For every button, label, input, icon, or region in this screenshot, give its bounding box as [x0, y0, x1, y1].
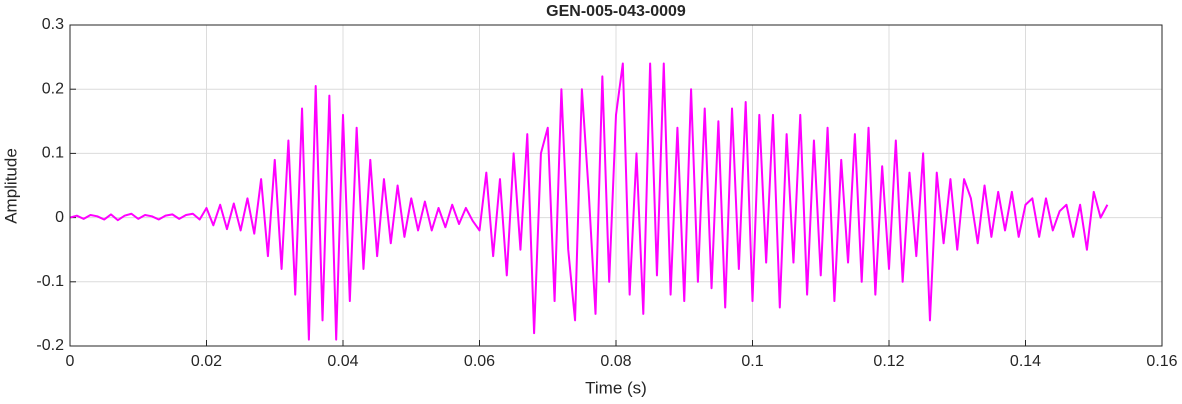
x-tick-label: 0.1 [741, 353, 763, 370]
x-tick-label: 0.14 [1010, 353, 1041, 370]
y-tick-label: 0.3 [42, 16, 64, 33]
x-tick-label: 0.12 [873, 353, 904, 370]
x-tick-label: 0.08 [600, 353, 631, 370]
chart-title: GEN-005-043-0009 [546, 3, 686, 20]
x-tick-label: 0.16 [1146, 353, 1177, 370]
waveform-line [69, 62, 1109, 341]
y-tick-label: -0.1 [36, 273, 64, 290]
y-axis-label: Amplitude [1, 148, 20, 224]
y-tick-label: -0.2 [36, 337, 64, 354]
x-tick-label: 0.04 [327, 353, 358, 370]
y-tick-label: 0.1 [42, 145, 64, 162]
x-axis-label: Time (s) [585, 378, 647, 397]
plot-frame [69, 24, 1163, 347]
x-tick-label: 0 [66, 353, 75, 370]
x-tick-label: 0.02 [191, 353, 222, 370]
x-tick-label: 0.06 [464, 353, 495, 370]
y-tick-label: 0 [55, 209, 64, 226]
y-tick-label: 0.2 [42, 80, 64, 97]
